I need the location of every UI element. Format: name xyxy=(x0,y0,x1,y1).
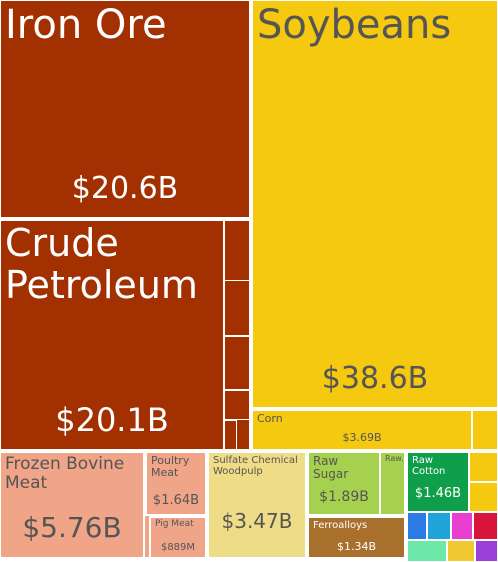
small-cell xyxy=(447,540,475,562)
cell-label: Corn xyxy=(257,412,283,425)
cell-value: $1.34B xyxy=(336,540,377,553)
small-cell xyxy=(473,512,498,540)
cell-value: $20.6B xyxy=(71,171,179,206)
small-cell xyxy=(475,540,498,562)
treemap-cell: Frozen Bovine Meat $5.76B xyxy=(0,452,144,558)
small-cell xyxy=(224,390,250,420)
small-cell xyxy=(469,452,498,482)
small-cell xyxy=(224,280,250,336)
treemap-cell: Ferroalloys $1.34B xyxy=(308,517,405,558)
cell-label: Frozen Bovine Meat xyxy=(5,454,125,493)
treemap-cell: Sulfate Chemical Woodpulp $3.47B xyxy=(208,452,306,558)
cell-value: $1.46B xyxy=(414,486,462,501)
treemap-cell: Corn $3.69B xyxy=(252,410,472,450)
cell-value: $889M xyxy=(160,542,196,553)
treemap-cell: Raw... xyxy=(380,452,405,515)
cell-value: $3.47B xyxy=(221,509,293,533)
small-cell xyxy=(427,512,451,540)
small-cell xyxy=(144,515,150,558)
small-cell xyxy=(407,512,427,540)
cell-label: Raw Sugar xyxy=(313,454,349,482)
cell-value: $20.1B xyxy=(55,401,169,439)
small-cell xyxy=(407,540,447,562)
cell-value: $5.76B xyxy=(22,511,122,544)
small-cell xyxy=(224,420,237,450)
cell-value: $1.89B xyxy=(319,489,369,505)
small-cell xyxy=(472,410,498,450)
cell-label: Ferroalloys xyxy=(313,520,368,531)
small-cell xyxy=(451,512,473,540)
cell-value: $3.69B xyxy=(342,431,382,444)
cell-label: Iron Ore xyxy=(5,2,167,48)
treemap-cell: Raw Cotton $1.46B xyxy=(407,452,469,512)
cell-label: Raw... xyxy=(385,454,404,463)
treemap-cell: Soybeans $38.6B xyxy=(252,0,498,408)
treemap-cell: Pig Meat $889M xyxy=(150,517,206,558)
cell-label: Sulfate Chemical Woodpulp xyxy=(213,455,298,477)
cell-label: Pig Meat xyxy=(155,519,194,529)
small-cell xyxy=(469,482,498,512)
cell-label: Crude Petroleum xyxy=(5,221,198,307)
treemap-cell: Raw Sugar $1.89B xyxy=(308,452,380,515)
cell-label: Soybeans xyxy=(257,2,452,48)
cell-label: Raw Cotton xyxy=(412,455,446,477)
cell-label: Poultry Meat xyxy=(151,454,190,480)
cell-value: $38.6B xyxy=(321,361,429,396)
treemap-cell: Poultry Meat $1.64B xyxy=(146,452,206,515)
cell-value: $1.64B xyxy=(152,493,200,508)
treemap-cell: Crude Petroleum $20.1B xyxy=(0,220,224,450)
small-cell xyxy=(224,336,250,390)
treemap-cell: Iron Ore $20.6B xyxy=(0,0,250,218)
